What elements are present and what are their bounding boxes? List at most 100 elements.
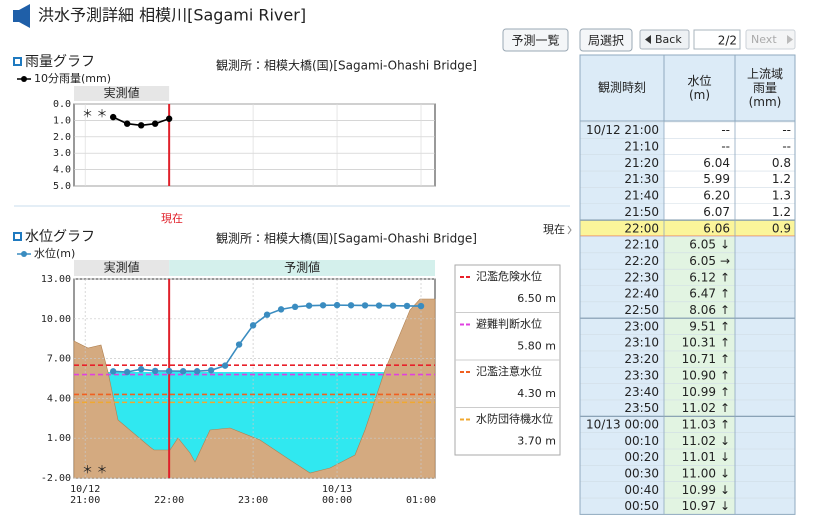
legend-marker [21, 76, 27, 82]
table-cell [664, 334, 735, 351]
table-level: 6.12 [689, 270, 716, 284]
table-level: 11.03 [682, 417, 716, 431]
y-tick-label: 0.0 [53, 99, 71, 110]
y-tick-label: 13.00 [41, 274, 71, 285]
table-cell [735, 187, 795, 204]
data-point [151, 120, 159, 127]
data-point [249, 322, 257, 329]
table-cell [735, 383, 795, 400]
table-cell [580, 301, 664, 319]
table-time: 00:10 [624, 434, 659, 448]
table-cell [580, 465, 664, 482]
data-point [389, 302, 397, 309]
legend-label: 水防団待機水位 [476, 412, 553, 426]
station-button[interactable] [579, 28, 633, 52]
period-band [74, 86, 170, 101]
missing-marker: ＊ ＊ [82, 107, 108, 120]
table-cell [580, 154, 664, 172]
table-cell [664, 449, 735, 466]
table-trend: ↑ [720, 270, 730, 284]
table-time: 21:30 [624, 172, 659, 186]
table-trend: ↓ [720, 434, 730, 448]
table-cell [580, 269, 664, 286]
period-band-label: 予測値 [284, 260, 320, 275]
cross-section [73, 298, 436, 479]
table-level: 6.47 [689, 287, 716, 301]
table-trend: → [720, 254, 730, 268]
table-cell [735, 301, 795, 319]
table-cell [664, 203, 735, 221]
data-point [305, 302, 313, 309]
data-point [291, 303, 299, 311]
y-tick-label: 7.00 [47, 354, 71, 365]
next-button-label[interactable]: Next [751, 33, 777, 46]
table-cell [735, 481, 795, 499]
table-cell [580, 220, 664, 237]
table-time: 00:20 [624, 450, 659, 464]
table-cell [664, 187, 735, 204]
table-cell [664, 154, 735, 172]
table-cell [735, 334, 795, 351]
table-level: 11.02 [682, 434, 716, 448]
table-level: -- [721, 123, 730, 137]
data-point [207, 367, 215, 374]
data-point [165, 367, 173, 375]
table-trend: ↑ [720, 287, 730, 301]
table-level: 8.06 [689, 303, 716, 317]
table-cell [664, 301, 735, 319]
legend-label: 10分雨量(mm) [34, 72, 111, 85]
table-trend: ↑ [720, 303, 730, 317]
data-point [221, 362, 229, 369]
table-cell [580, 481, 664, 499]
period-band [169, 260, 436, 276]
table-cell [664, 236, 735, 253]
table-cell [664, 350, 735, 368]
y-tick-label: 4.00 [47, 393, 71, 404]
table-time: 22:00 [624, 221, 659, 235]
table-time: 00:30 [624, 467, 659, 481]
terrain [73, 298, 436, 479]
table-level: 9.51 [689, 319, 716, 333]
list-button-label[interactable]: 予測一覧 [511, 34, 559, 48]
next-button[interactable] [745, 29, 796, 50]
y-tick-label: 5.0 [53, 181, 71, 192]
table-cell [735, 220, 795, 237]
y-tick-label: -2.00 [41, 473, 71, 484]
table-cell [580, 285, 664, 302]
table-time: 23:50 [624, 401, 659, 415]
legend-label: 氾濫注意水位 [476, 365, 542, 378]
y-tick-label: 1.00 [47, 433, 71, 444]
page-indicator-box [693, 29, 741, 50]
current-row-label: 現在 [543, 223, 565, 236]
station-button-label[interactable]: 局選択 [588, 34, 624, 48]
data-point [319, 302, 327, 309]
section-icon [13, 57, 22, 66]
period-band [74, 260, 170, 276]
page-title: 洪水予測詳細 相模川[Sagami River] [38, 6, 306, 25]
table-time: 21:20 [624, 156, 659, 170]
table-cell [580, 383, 664, 400]
table-time: 10/12 21:00 [586, 123, 659, 137]
table-cell [664, 383, 735, 400]
table-trend: ↑ [720, 336, 730, 350]
table-trend: ↓ [720, 450, 730, 464]
table-cell [735, 318, 795, 335]
table-cell [664, 399, 735, 417]
table-time: 00:40 [624, 483, 659, 497]
table-cell [735, 203, 795, 221]
table-level: 10.71 [682, 352, 716, 366]
back-button[interactable] [639, 29, 690, 50]
next-arrow [787, 35, 793, 44]
table-header: 上流域雨量(mm) [747, 67, 783, 109]
table-cell [664, 285, 735, 302]
data-point [151, 367, 159, 375]
data-point [277, 306, 285, 313]
table-cell [735, 449, 795, 466]
table-cell [735, 154, 795, 172]
legend-label: 避難判断水位 [476, 317, 542, 331]
back-button-label[interactable]: Back [655, 33, 682, 46]
table-cell [580, 350, 664, 368]
x-tick-label: 23:00 [238, 495, 268, 506]
list-button[interactable] [502, 28, 569, 52]
table-level: 11.01 [682, 450, 716, 464]
